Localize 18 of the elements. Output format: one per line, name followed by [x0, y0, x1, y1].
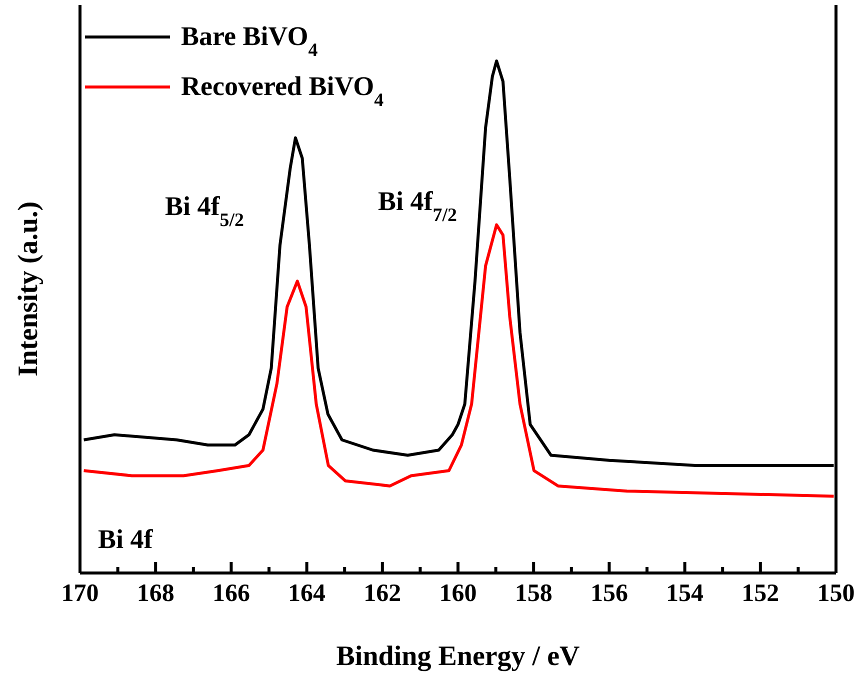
annotation: Bi 4f$_{5/2}$ [165, 191, 244, 230]
y-axis-title: Intensity (a.u.) [13, 201, 44, 377]
x-tick-label: 164 [288, 580, 326, 607]
x-tick-label: 154 [666, 580, 704, 607]
annotation: Bi 4f$_{7/2}$ [378, 186, 457, 226]
x-tick-label: 168 [136, 580, 174, 607]
x-axis-title: Binding Energy / eV [336, 641, 580, 672]
x-tick-label: 166 [212, 580, 250, 607]
x-tick-label: 160 [439, 580, 477, 607]
x-tick-label: 162 [364, 580, 402, 607]
x-tick-label: 150 [817, 580, 855, 607]
x-tick-label: 158 [514, 580, 552, 607]
x-tick-label: 170 [61, 580, 99, 607]
legend-label: Recovered BiVO$_{4}$ [181, 71, 384, 110]
x-tick-label: 152 [742, 580, 780, 607]
annotation: Bi 4f [98, 524, 154, 554]
legend-label: Bare BiVO$_{4}$ [181, 21, 318, 60]
x-tick-label: 156 [590, 580, 628, 607]
